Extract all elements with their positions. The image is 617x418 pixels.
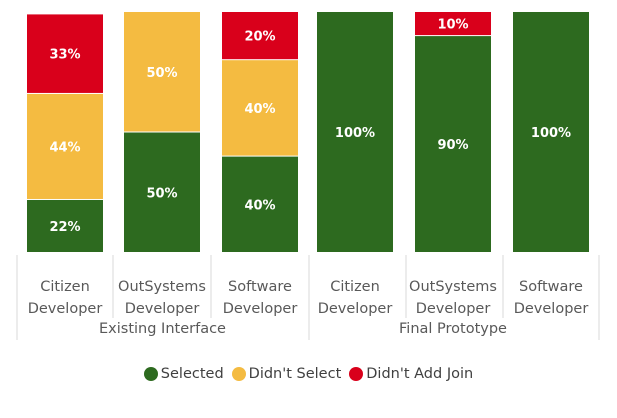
data-label: 50% [146, 66, 177, 81]
category-label: Software Developer [223, 279, 298, 317]
group-label: Final Prototype [399, 321, 507, 337]
legend-marker [231, 367, 246, 381]
category-label: Citizen Developer [28, 279, 103, 317]
data-label: 40% [244, 102, 275, 117]
legend-label: Didn't Add Join [366, 366, 474, 382]
bars-layer [27, 12, 589, 252]
legend-item: Selected [143, 366, 224, 382]
data-label: 22% [49, 220, 80, 235]
bar-segment [222, 12, 298, 60]
data-label: 40% [244, 198, 275, 213]
data-label: 50% [146, 186, 177, 201]
legend-label: Didn't Select [248, 366, 342, 382]
data-label: 33% [49, 48, 80, 63]
category-label: Citizen Developer [318, 279, 393, 317]
data-label: 20% [244, 30, 275, 45]
bar-segment [124, 132, 200, 252]
legend-item: Didn't Select [231, 366, 342, 382]
bar-segment [27, 93, 103, 199]
bar-segment [27, 14, 103, 93]
data-label: 44% [49, 140, 80, 155]
data-label: 100% [335, 126, 375, 141]
bar-segment [222, 156, 298, 252]
data-label: 90% [437, 138, 468, 153]
bar-segment [27, 199, 103, 252]
legend-marker [143, 367, 158, 381]
data-label: 100% [531, 126, 571, 141]
category-label: Software Developer [514, 279, 589, 317]
legend-item: Didn't Add Join [349, 366, 473, 382]
group-label: Existing Interface [99, 321, 226, 337]
bar-segment [415, 12, 491, 36]
legend-marker [349, 367, 364, 381]
group-labels-layer: Existing Interface Final Prototype [99, 321, 507, 337]
category-label: OutSystems Developer [118, 279, 206, 317]
bar-segment [513, 12, 589, 252]
legend-label: Selected [160, 366, 224, 382]
category-labels-layer: Citizen Developer OutSystems Developer Softw… [28, 279, 589, 317]
bar-segment [124, 12, 200, 132]
category-label: OutSystems Developer [409, 279, 497, 317]
legend: Selected Didn't Select Didn't Add Join [0, 362, 617, 386]
bar-segment [317, 12, 393, 252]
data-label: 10% [437, 18, 468, 33]
bar-segment [415, 36, 491, 252]
bar-segment [222, 60, 298, 156]
category-axis-separators [16, 255, 600, 340]
data-labels-layer: 22% 44% 33% 50% 50% 40% 40% 20% 100% 90% 10% 100% [49, 18, 571, 235]
